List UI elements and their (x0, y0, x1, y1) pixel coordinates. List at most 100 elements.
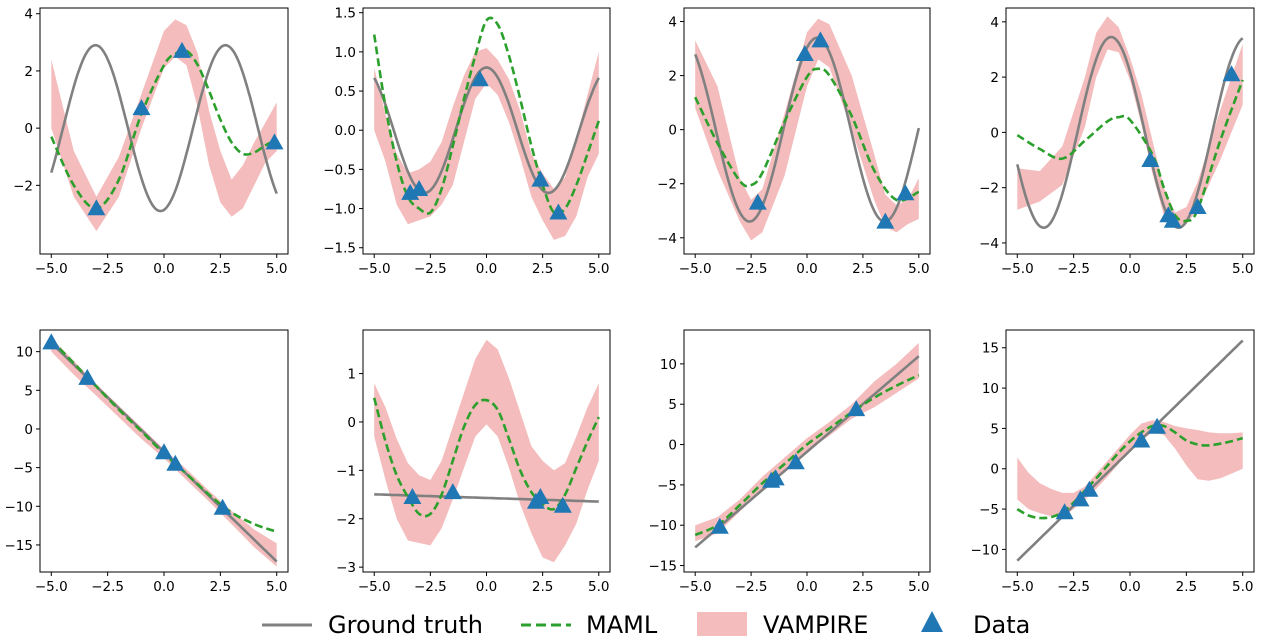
x-tick-label: 0.0 (153, 579, 174, 595)
y-tick-label: −0.5 (323, 162, 356, 178)
vampire-band (695, 18, 919, 241)
data-point (403, 488, 422, 504)
x-tick-label: 0.0 (1119, 579, 1140, 595)
vampire-band (1017, 420, 1243, 518)
x-tick-label: 5.0 (266, 261, 287, 277)
x-tick-label: 5.0 (588, 579, 609, 595)
data-point (847, 400, 866, 417)
x-tick-label: −2.5 (735, 261, 768, 277)
data-point (710, 517, 729, 534)
legend-vampire-label: VAMPIRE (763, 611, 868, 636)
plot-area (1016, 339, 1244, 562)
data-point (213, 498, 232, 515)
data-point (786, 453, 805, 470)
data-point (1132, 431, 1151, 448)
x-tick-label: 0.0 (1119, 261, 1140, 277)
x-tick-label: 0.0 (796, 261, 817, 277)
ground-truth-line (50, 43, 278, 213)
y-tick-label: 4 (990, 15, 999, 31)
plot-area (372, 339, 600, 563)
y-tick-label: −5 (979, 502, 999, 518)
maml-line (694, 67, 920, 202)
x-tick-label: −5.0 (679, 579, 712, 595)
x-tick-label: 2.5 (852, 579, 873, 595)
y-tick-label: 5 (24, 383, 33, 399)
y-tick-label: 0 (990, 462, 999, 478)
x-tick-label: −5.0 (35, 261, 68, 277)
x-tick-label: 0.0 (796, 579, 817, 595)
y-tick-label: 5 (990, 421, 999, 437)
y-tick-label: −1.5 (323, 241, 356, 257)
data-point (1163, 211, 1182, 228)
plot-area (694, 342, 920, 549)
x-tick-label: 2.5 (852, 261, 873, 277)
y-tick-label: −5 (13, 461, 33, 477)
legend-vampire-patch (697, 612, 747, 636)
y-tick-label: −2 (13, 178, 33, 194)
vampire-band (374, 48, 599, 240)
x-tick-label: 5.0 (588, 261, 609, 277)
data-point (811, 31, 830, 48)
y-tick-label: −5 (657, 478, 677, 494)
y-tick-label: 4 (24, 7, 33, 23)
x-tick-label: 5.0 (908, 261, 929, 277)
x-tick-label: 5.0 (1232, 261, 1253, 277)
data-point (766, 469, 785, 486)
x-tick-label: 2.5 (1176, 579, 1197, 595)
data-point (166, 454, 185, 471)
plot-area (372, 16, 601, 240)
data-point (470, 70, 489, 87)
x-tick-label: −2.5 (1057, 261, 1090, 277)
y-tick-label: −10 (649, 518, 678, 534)
x-tick-label: −2.5 (414, 261, 447, 277)
maml-line (694, 374, 920, 537)
maml-line (50, 339, 278, 534)
subplot-1: −5.0 −2.5 0.0 2.5 5.0 −2 0 2 4 (13, 7, 289, 277)
y-tick-label: 15 (982, 341, 999, 357)
y-tick-label: −15 (649, 559, 678, 575)
ground-truth-line (373, 66, 600, 195)
data-point (1080, 480, 1099, 497)
x-tick-label: 0.0 (153, 261, 174, 277)
data-point (443, 483, 462, 500)
x-tick-label: 2.5 (1176, 261, 1197, 277)
vampire-band (51, 19, 277, 232)
y-tick-label: 0.5 (335, 84, 356, 100)
x-tick-label: 2.5 (210, 579, 231, 595)
data-point (87, 199, 106, 216)
data-point (1055, 503, 1074, 520)
y-tick-label: −2 (336, 512, 356, 528)
y-tick-label: 1 (347, 367, 356, 383)
subplot-7: −5.0 −2.5 0.0 2.5 5.0 −15 −10 −5 0 5 10 (649, 329, 931, 595)
data-point (155, 443, 173, 460)
legend-maml-label: MAML (586, 611, 658, 636)
y-tick-label: −15 (5, 538, 34, 554)
y-tick-label: 10 (16, 345, 33, 361)
legend-ground-truth-label: Ground truth (328, 611, 483, 636)
x-tick-label: 5.0 (908, 579, 929, 595)
y-tick-label: −10 (5, 499, 34, 515)
legend-item-data: Data (921, 611, 1030, 636)
x-tick-label: 0.0 (476, 261, 497, 277)
data-point (1222, 65, 1241, 82)
x-tick-label: 2.5 (210, 261, 231, 277)
x-tick-label: −5.0 (35, 579, 68, 595)
subplot-6: −5.0 −2.5 0.0 2.5 5.0 −3 −2 −1 0 1 (336, 329, 611, 595)
y-tick-label: 5 (668, 397, 677, 413)
maml-line (50, 48, 278, 210)
y-tick-label: −4 (657, 231, 677, 247)
x-tick-label: −2.5 (91, 579, 124, 595)
vampire-band (1017, 16, 1243, 227)
x-tick-label: −2.5 (91, 261, 124, 277)
subplot-4: −5.0 −2.5 0.0 2.5 5.0 −4 −2 0 2 4 (979, 7, 1255, 277)
y-tick-label: −1 (336, 463, 356, 479)
y-tick-label: 0 (668, 123, 677, 139)
y-tick-label: 1.5 (335, 6, 356, 22)
x-tick-label: −2.5 (414, 579, 447, 595)
y-tick-label: −3 (336, 560, 356, 576)
legend-item-ground-truth: Ground truth (262, 611, 483, 636)
x-tick-label: 0.0 (476, 579, 497, 595)
ground-truth-line (1016, 339, 1244, 562)
subplot-3: −5.0 −2.5 0.0 2.5 5.0 −4 −2 0 2 4 (657, 7, 931, 277)
data-point (876, 212, 895, 229)
